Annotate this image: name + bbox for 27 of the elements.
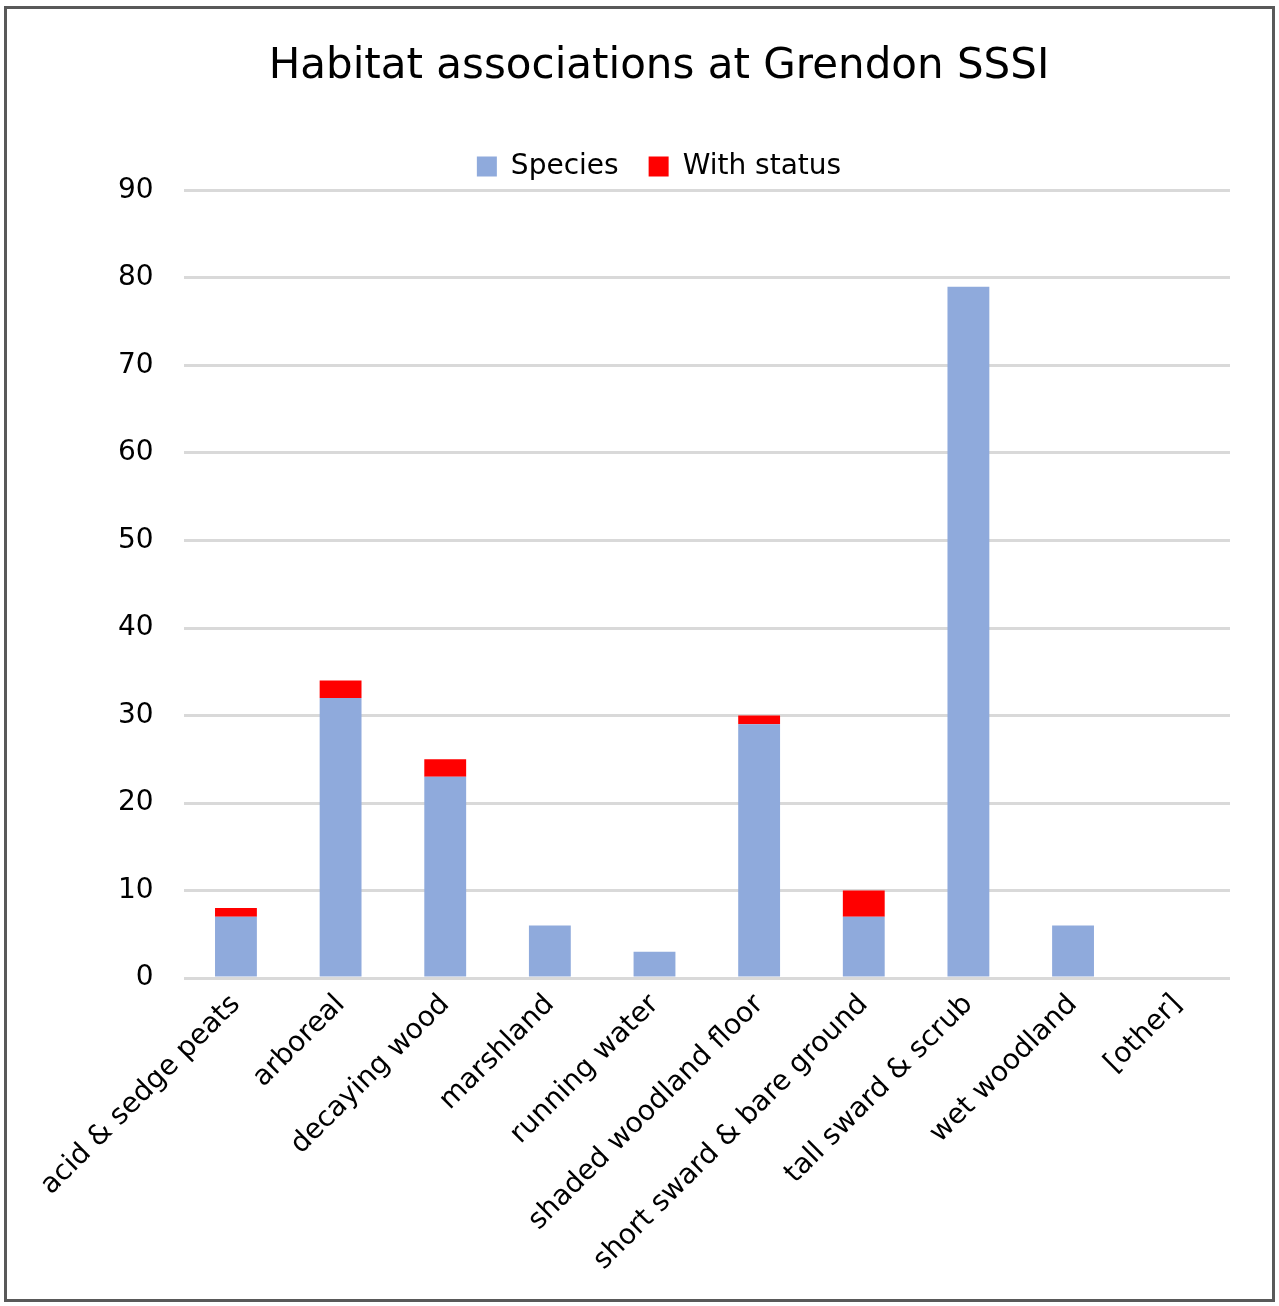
y-tick-label: 40 — [117, 609, 154, 643]
chart-title: Habitat associations at Grendon SSSI — [268, 39, 1050, 89]
bar — [215, 908, 257, 917]
bar — [633, 951, 676, 977]
y-tick-label: 30 — [117, 696, 154, 730]
y-tick-label: 10 — [117, 871, 154, 905]
bar — [319, 680, 362, 699]
bar — [842, 890, 885, 917]
y-tick-label: 60 — [117, 434, 154, 468]
bar — [842, 916, 885, 977]
y-tick-label: 70 — [117, 346, 154, 380]
y-tick-label: 50 — [117, 521, 154, 555]
bar — [528, 925, 571, 977]
bar — [424, 776, 467, 977]
y-tick-label: 20 — [117, 784, 154, 818]
y-tick-label: 90 — [117, 171, 154, 205]
bar — [424, 759, 467, 777]
bar — [947, 286, 990, 977]
y-tick-label: 0 — [135, 959, 154, 993]
bar — [738, 724, 781, 977]
bar — [738, 715, 781, 725]
legend-label: Species — [510, 147, 619, 181]
bar — [319, 698, 362, 977]
bar — [1052, 925, 1094, 977]
legend-label: With status — [682, 147, 842, 181]
bar — [215, 916, 257, 977]
y-tick-label: 80 — [117, 259, 154, 293]
